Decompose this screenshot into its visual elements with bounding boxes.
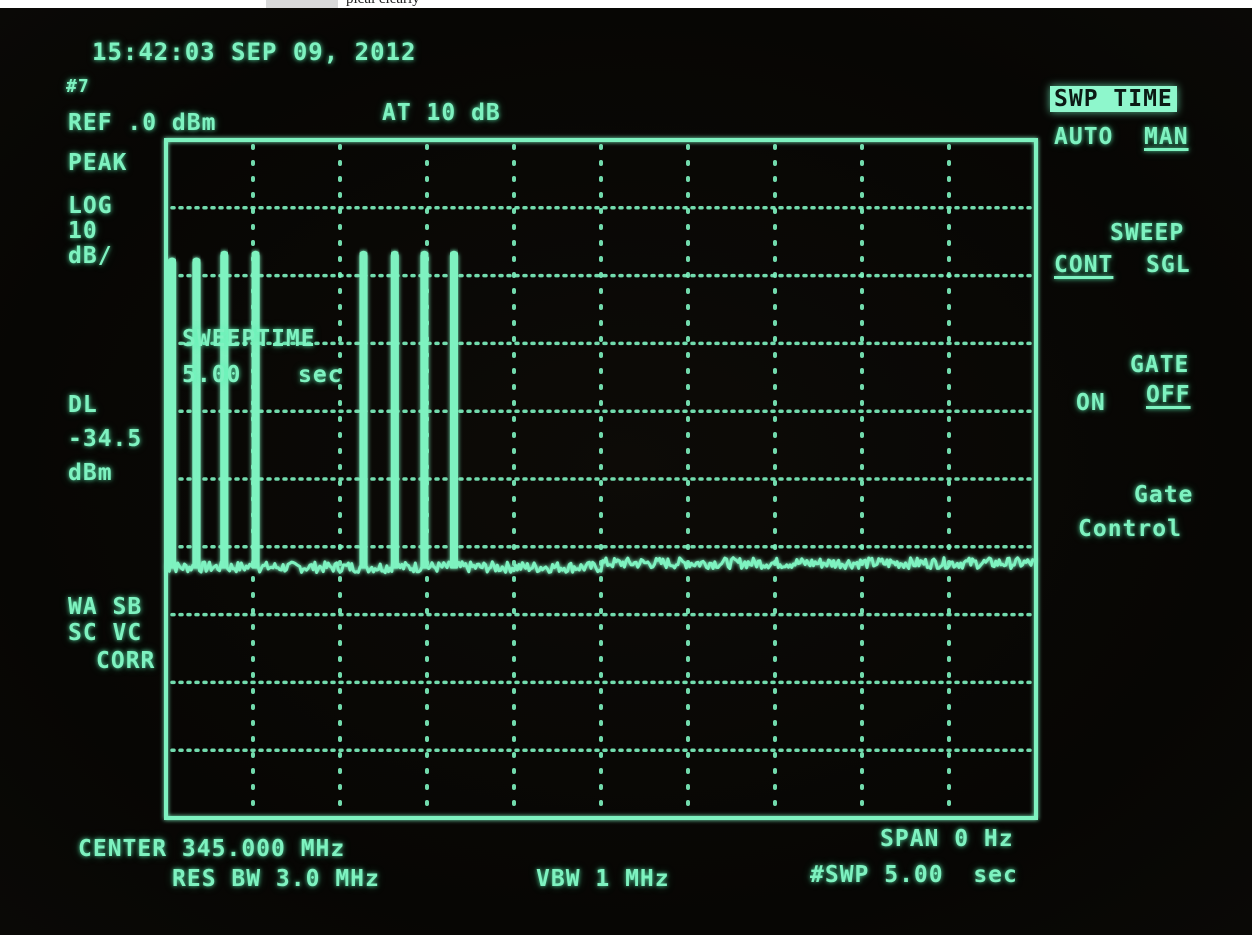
pulse-mark <box>222 253 227 567</box>
softkey-sweep-sgl[interactable]: SGL <box>1146 252 1191 278</box>
scale-value: 10 <box>68 218 98 244</box>
pulse-mark <box>169 260 174 567</box>
trace-line <box>166 255 1036 572</box>
video-bandwidth: VBW 1 MHz <box>536 866 670 892</box>
softkey-gate-control-line2[interactable]: Control <box>1078 516 1182 542</box>
softkey-gate-control-line1[interactable]: Gate <box>1134 482 1193 508</box>
sweep-time-label: SWEEPTIME <box>182 326 316 352</box>
marker-glyph: #7 <box>66 76 90 97</box>
pulse-mark <box>194 260 199 567</box>
softkey-gate-off[interactable]: OFF <box>1146 382 1191 408</box>
sweep-time-value: 5.00 <box>182 362 241 388</box>
display-line-unit: dBm <box>68 460 113 486</box>
ref-level: REF .0 dBm <box>68 110 216 136</box>
softkey-sweep-title[interactable]: SWEEP <box>1110 220 1184 246</box>
sweep-time-unit: sec <box>298 362 343 388</box>
pulse-mark <box>422 253 427 567</box>
pulse-mark <box>253 253 258 567</box>
correction-3: CORR <box>96 648 155 674</box>
softkey-gate-title[interactable]: GATE <box>1130 352 1189 378</box>
timestamp: 15:42:03 SEP 09, 2012 <box>92 38 416 66</box>
center-frequency: CENTER 345.000 MHz <box>78 836 345 862</box>
softkey-sweep-cont[interactable]: CONT <box>1054 252 1113 278</box>
attenuation: AT 10 dB <box>382 100 501 126</box>
span: SPAN 0 Hz <box>880 826 1014 852</box>
detector-mode: PEAK <box>68 150 127 176</box>
scale-unit: dB/ <box>68 243 113 269</box>
softkey-gate-on[interactable]: ON <box>1076 390 1106 416</box>
scale-type: LOG <box>68 193 113 219</box>
softkey-swp-time-man[interactable]: MAN <box>1144 124 1189 150</box>
display-line-value: -34.5 <box>68 426 142 452</box>
correction-2: SC VC <box>68 620 142 646</box>
softkey-swp-time-auto[interactable]: AUTO <box>1054 124 1113 150</box>
display-line-label: DL <box>68 392 98 418</box>
sweep-time-readout: #SWP 5.00 sec <box>810 862 1018 888</box>
resolution-bandwidth: RES BW 3.0 MHz <box>172 866 380 892</box>
correction-1: WA SB <box>68 594 142 620</box>
softkey-swp-time-title[interactable]: SWP TIME <box>1050 86 1177 112</box>
